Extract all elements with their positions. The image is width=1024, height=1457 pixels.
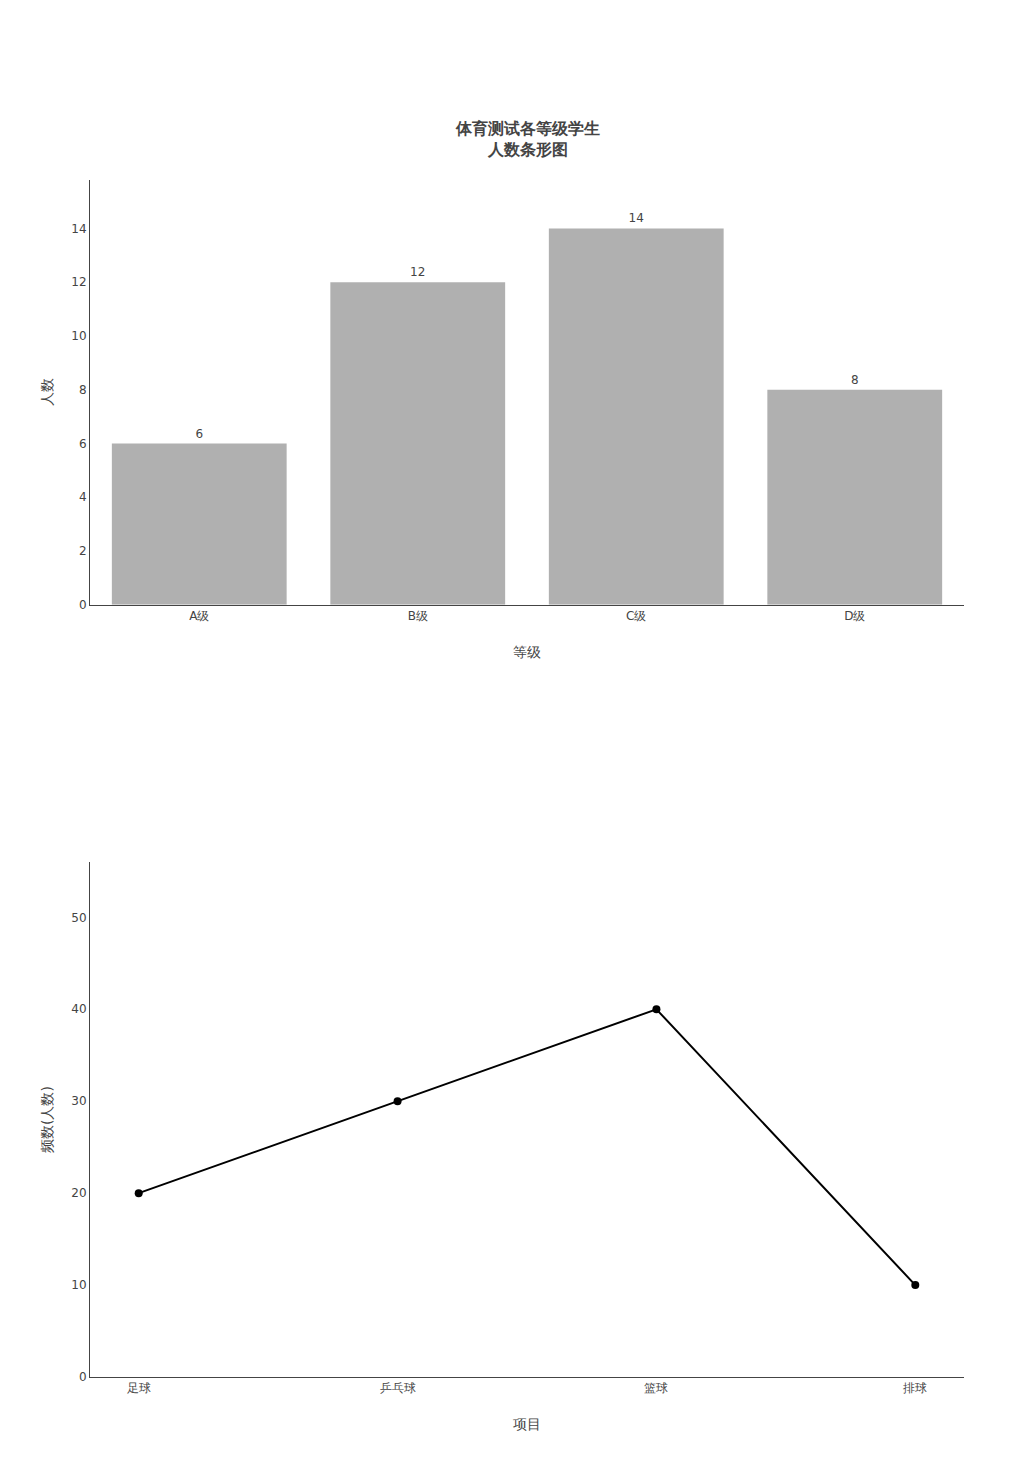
svg-text:4: 4	[79, 490, 87, 504]
svg-text:等级: 等级	[513, 644, 541, 660]
svg-text:6: 6	[79, 437, 87, 451]
svg-text:D级: D级	[844, 609, 865, 623]
svg-text:8: 8	[79, 383, 87, 397]
svg-text:10: 10	[71, 1278, 86, 1292]
svg-text:14: 14	[629, 211, 644, 225]
svg-text:12: 12	[410, 265, 425, 279]
svg-text:20: 20	[71, 1186, 86, 1200]
svg-text:10: 10	[71, 329, 86, 343]
svg-text:项目: 项目	[513, 1416, 541, 1432]
svg-text:2: 2	[79, 544, 87, 558]
svg-text:40: 40	[71, 1002, 86, 1016]
svg-text:50: 50	[71, 911, 86, 925]
svg-text:30: 30	[71, 1094, 86, 1108]
svg-text:排球: 排球	[903, 1381, 927, 1395]
svg-text:人数: 人数	[39, 378, 55, 406]
svg-text:6: 6	[195, 427, 203, 441]
svg-text:C级: C级	[626, 609, 646, 623]
svg-text:篮球: 篮球	[644, 1381, 668, 1395]
svg-text:乒乓球: 乒乓球	[380, 1381, 416, 1395]
svg-text:0: 0	[79, 1370, 87, 1384]
svg-text:B级: B级	[408, 609, 428, 623]
svg-text:0: 0	[79, 598, 87, 612]
svg-text:8: 8	[851, 373, 859, 387]
svg-text:足球: 足球	[127, 1381, 151, 1395]
svg-text:频数(人数): 频数(人数)	[39, 1086, 55, 1153]
svg-text:体育测试各等级学生人数条形图: 体育测试各等级学生人数条形图	[455, 119, 600, 159]
svg-text:14: 14	[71, 222, 86, 236]
svg-text:12: 12	[71, 275, 86, 289]
svg-text:A级: A级	[189, 609, 209, 623]
